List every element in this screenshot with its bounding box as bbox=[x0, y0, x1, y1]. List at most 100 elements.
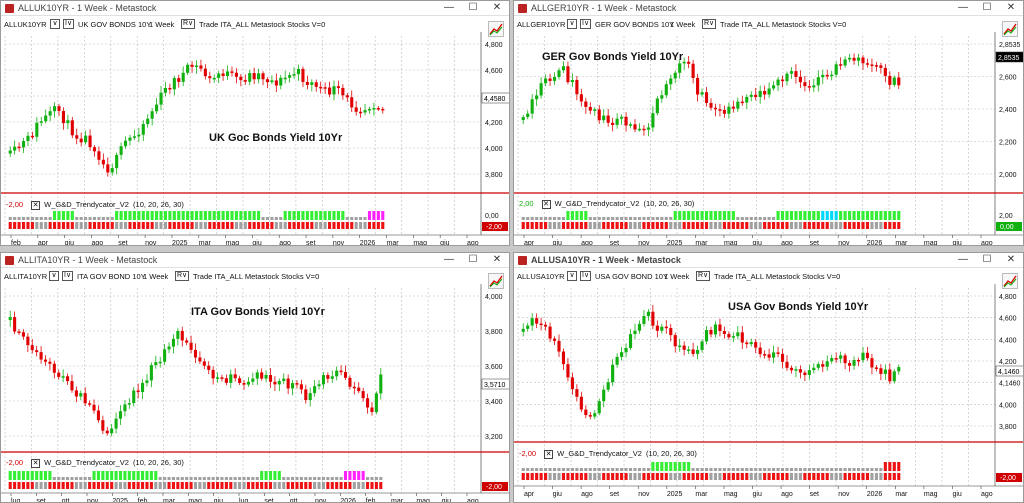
histogram-bar bbox=[252, 211, 256, 220]
symbol-dropdown[interactable]: ∨ bbox=[50, 19, 60, 29]
maximize-button[interactable]: ☐ bbox=[982, 254, 992, 265]
trend-icon[interactable] bbox=[1002, 273, 1018, 289]
titlebar-usa[interactable]: ALLUSA10YR - 1 Week - Metastock — ☐ ✕ bbox=[514, 253, 1023, 268]
histogram-bar-lower bbox=[66, 222, 70, 229]
minimize-button[interactable]: — bbox=[958, 254, 968, 265]
histogram-bar-lower bbox=[70, 222, 74, 229]
histogram-bar-lower bbox=[21, 222, 26, 229]
histogram-bar bbox=[190, 211, 194, 220]
candle-body bbox=[150, 111, 154, 119]
symbol-dropdown[interactable]: ∨ bbox=[567, 19, 577, 29]
candle-body bbox=[136, 390, 140, 393]
candle-body bbox=[39, 121, 43, 123]
price-chart-ita[interactable]: 4,000 3,800 3,600 3,400 3,200 3,5710 -2,00 lug s… bbox=[1, 284, 510, 503]
close-indicator-icon[interactable]: ✕ bbox=[31, 200, 41, 210]
minimize-button[interactable]: — bbox=[444, 2, 454, 13]
candle-body bbox=[673, 335, 677, 347]
maximize-button[interactable]: ☐ bbox=[982, 2, 992, 13]
refresh-dropdown[interactable]: R∨ bbox=[702, 19, 716, 29]
symbol-dropdown[interactable]: ∨ bbox=[49, 271, 59, 281]
histogram-bar-lower bbox=[202, 482, 206, 489]
candle-body bbox=[620, 352, 624, 357]
info-dropdown[interactable]: I∨ bbox=[580, 19, 591, 29]
histogram-bar-lower bbox=[313, 482, 317, 489]
candle-body bbox=[628, 334, 633, 349]
candle-body bbox=[807, 370, 811, 376]
info-dropdown[interactable]: I∨ bbox=[63, 19, 74, 29]
histogram-bar bbox=[861, 211, 865, 220]
candle-body bbox=[637, 128, 642, 131]
histogram-bar bbox=[865, 211, 870, 220]
histogram-bar-lower bbox=[265, 222, 270, 229]
titlebar-ita[interactable]: ALLITA10YR - 1 Week - Metastock — ☐ ✕ bbox=[1, 253, 509, 268]
candle-body bbox=[548, 326, 552, 339]
chart-window-uk[interactable]: ALLUK10YR - 1 Week - Metastock — ☐ ✕ ALL… bbox=[0, 0, 510, 246]
maximize-button[interactable]: ☐ bbox=[468, 254, 478, 265]
histogram-bar bbox=[26, 471, 30, 480]
histogram-bar-lower bbox=[88, 482, 92, 489]
info-dropdown[interactable]: I∨ bbox=[580, 271, 591, 281]
close-button[interactable]: ✕ bbox=[492, 254, 502, 265]
chart-window-ger[interactable]: ALLGER10YR - 1 Week - Metastock — ☐ ✕ AL… bbox=[513, 0, 1024, 246]
candle-body bbox=[691, 63, 695, 78]
histogram-bar-lower bbox=[35, 482, 39, 489]
close-indicator-icon[interactable]: ✕ bbox=[541, 199, 551, 209]
refresh-dropdown[interactable]: R∨ bbox=[181, 19, 195, 29]
price-chart-uk[interactable]: 4,8004,6004,4004,2004,0003,8004,45800,00… bbox=[1, 32, 510, 246]
candle-body bbox=[821, 364, 825, 367]
histogram-bar bbox=[350, 217, 354, 220]
trend-icon[interactable] bbox=[1002, 21, 1018, 37]
histogram-bar-lower bbox=[132, 222, 136, 229]
histogram-bar bbox=[727, 211, 731, 220]
x-tick-label: feb bbox=[138, 498, 148, 503]
candle-body bbox=[295, 383, 299, 385]
x-tick-label: nov bbox=[145, 240, 157, 246]
chart-window-usa[interactable]: ALLUSA10YR - 1 Week - Metastock — ☐ ✕ AL… bbox=[513, 252, 1024, 503]
close-button[interactable]: ✕ bbox=[492, 2, 502, 13]
histogram-bar bbox=[678, 462, 682, 471]
histogram-bar-lower bbox=[30, 482, 34, 489]
trend-icon[interactable] bbox=[488, 21, 504, 37]
histogram-bar-lower bbox=[888, 222, 892, 229]
histogram-bar-lower bbox=[328, 222, 332, 229]
symbol-dropdown[interactable]: ∨ bbox=[567, 271, 577, 281]
histogram-bar bbox=[588, 468, 592, 471]
close-button[interactable]: ✕ bbox=[1006, 254, 1016, 265]
histogram-bar-lower bbox=[199, 222, 203, 229]
histogram-bar-lower bbox=[633, 473, 637, 480]
refresh-dropdown[interactable]: R∨ bbox=[696, 271, 710, 281]
histogram-bar bbox=[794, 211, 798, 220]
candle-body bbox=[593, 413, 597, 417]
minimize-button[interactable]: — bbox=[444, 254, 454, 265]
histogram-bar bbox=[299, 477, 303, 480]
candle-body bbox=[727, 106, 731, 114]
candle-body bbox=[239, 76, 243, 81]
chart-window-ita[interactable]: ALLITA10YR - 1 Week - Metastock — ☐ ✕ AL… bbox=[0, 252, 510, 503]
close-indicator-icon[interactable]: ✕ bbox=[31, 458, 41, 468]
histogram-bar bbox=[88, 217, 92, 220]
candle-body bbox=[146, 118, 150, 125]
titlebar-ger[interactable]: ALLGER10YR - 1 Week - Metastock — ☐ ✕ bbox=[514, 1, 1023, 16]
info-dropdown[interactable]: I∨ bbox=[62, 271, 73, 281]
price-chart-ger[interactable]: 2,8535 2,600 2,400 2,200 2,000 2,8535 2,00 0,00… bbox=[514, 32, 1024, 246]
candle-body bbox=[224, 378, 228, 383]
histogram-bar bbox=[642, 217, 646, 220]
candle-body bbox=[888, 369, 892, 382]
refresh-dropdown[interactable]: R∨ bbox=[175, 271, 189, 281]
histogram-bar bbox=[646, 468, 650, 471]
indicator-name: W_G&D_Trendycator_V2 bbox=[557, 449, 642, 458]
minimize-button[interactable]: — bbox=[958, 2, 968, 13]
candle-body bbox=[225, 71, 230, 77]
candle-body bbox=[763, 354, 767, 356]
close-button[interactable]: ✕ bbox=[1006, 2, 1016, 13]
trend-icon[interactable] bbox=[488, 273, 504, 289]
histogram-bar bbox=[181, 211, 185, 220]
histogram-bar bbox=[345, 217, 349, 220]
candle-body bbox=[767, 88, 771, 95]
candle-body bbox=[105, 430, 109, 434]
price-chart-usa[interactable]: 4,800 4,600 4,400 4,200 4,1460 4,000 3,800 4,14… bbox=[514, 284, 1024, 503]
maximize-button[interactable]: ☐ bbox=[468, 2, 478, 13]
titlebar-uk[interactable]: ALLUK10YR - 1 Week - Metastock — ☐ ✕ bbox=[1, 1, 509, 16]
histogram-bar bbox=[892, 211, 896, 220]
close-indicator-icon[interactable]: ✕ bbox=[544, 449, 554, 459]
